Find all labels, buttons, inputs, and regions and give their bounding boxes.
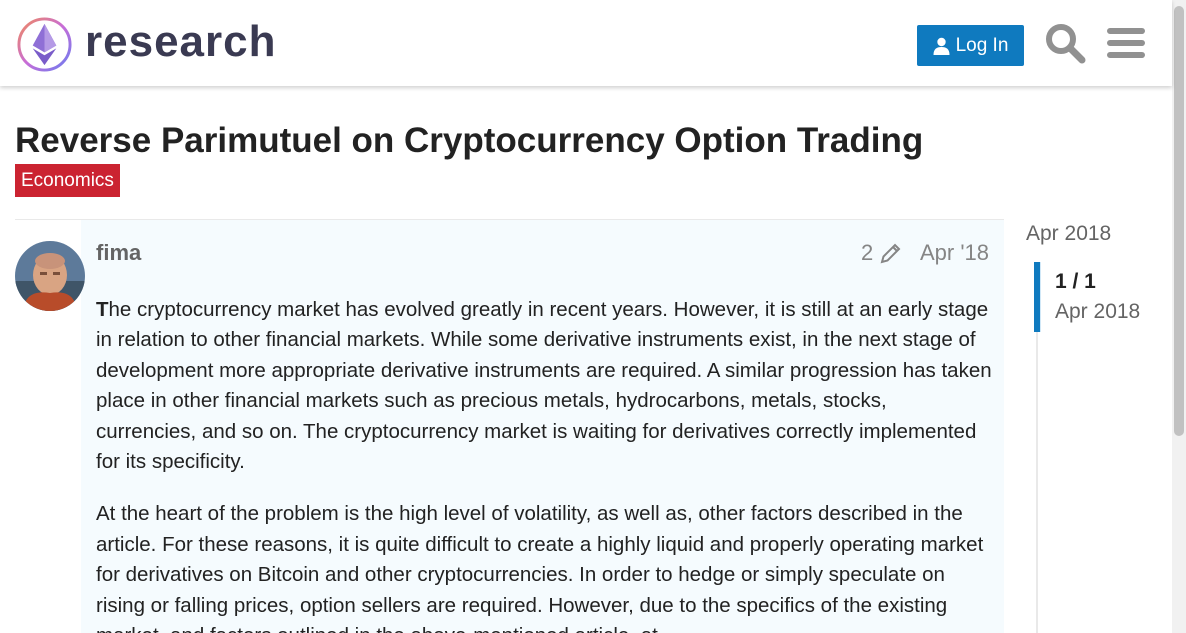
site-logo[interactable]: research bbox=[16, 15, 276, 73]
site-header: research Log In bbox=[0, 0, 1172, 86]
pencil-icon bbox=[880, 243, 901, 264]
hamburger-menu-icon[interactable] bbox=[1107, 27, 1145, 59]
scrollbar-thumb[interactable] bbox=[1174, 6, 1184, 436]
username[interactable]: fima bbox=[96, 240, 142, 265]
login-label: Log In bbox=[955, 34, 1009, 56]
login-button[interactable]: Log In bbox=[917, 25, 1024, 66]
timeline-current-date: Apr 2018 bbox=[1055, 300, 1141, 323]
timeline-handle[interactable] bbox=[1034, 262, 1041, 332]
scrollbar[interactable] bbox=[1172, 0, 1186, 633]
post-content: The cryptocurrency market has evolved gr… bbox=[96, 295, 992, 633]
user-icon bbox=[933, 37, 950, 55]
timeline-position: 1 / 1 bbox=[1055, 270, 1096, 293]
edit-history[interactable]: 2 bbox=[861, 239, 903, 267]
topic-title[interactable]: Reverse Parimutuel on Cryptocurrency Opt… bbox=[15, 121, 924, 160]
dropcap: T bbox=[96, 298, 109, 321]
category-badge[interactable]: Economics bbox=[15, 164, 120, 197]
divider bbox=[15, 219, 1004, 220]
avatar-image bbox=[15, 241, 85, 311]
site-name: research bbox=[85, 17, 277, 66]
post-paragraph: The cryptocurrency market has evolved gr… bbox=[96, 295, 992, 477]
ethereum-logo-icon bbox=[17, 16, 72, 72]
timeline-start-date[interactable]: Apr 2018 bbox=[1026, 222, 1112, 245]
edit-count: 2 bbox=[861, 240, 874, 265]
paragraph-text: he cryptocurrency market has evolved gre… bbox=[96, 298, 992, 474]
post-body bbox=[81, 220, 1004, 633]
avatar[interactable] bbox=[15, 241, 85, 311]
post-date[interactable]: Apr '18 bbox=[920, 240, 990, 265]
post-paragraph: At the heart of the problem is the high … bbox=[96, 502, 984, 633]
search-icon[interactable] bbox=[1044, 22, 1086, 64]
timeline-track[interactable] bbox=[1036, 262, 1038, 633]
